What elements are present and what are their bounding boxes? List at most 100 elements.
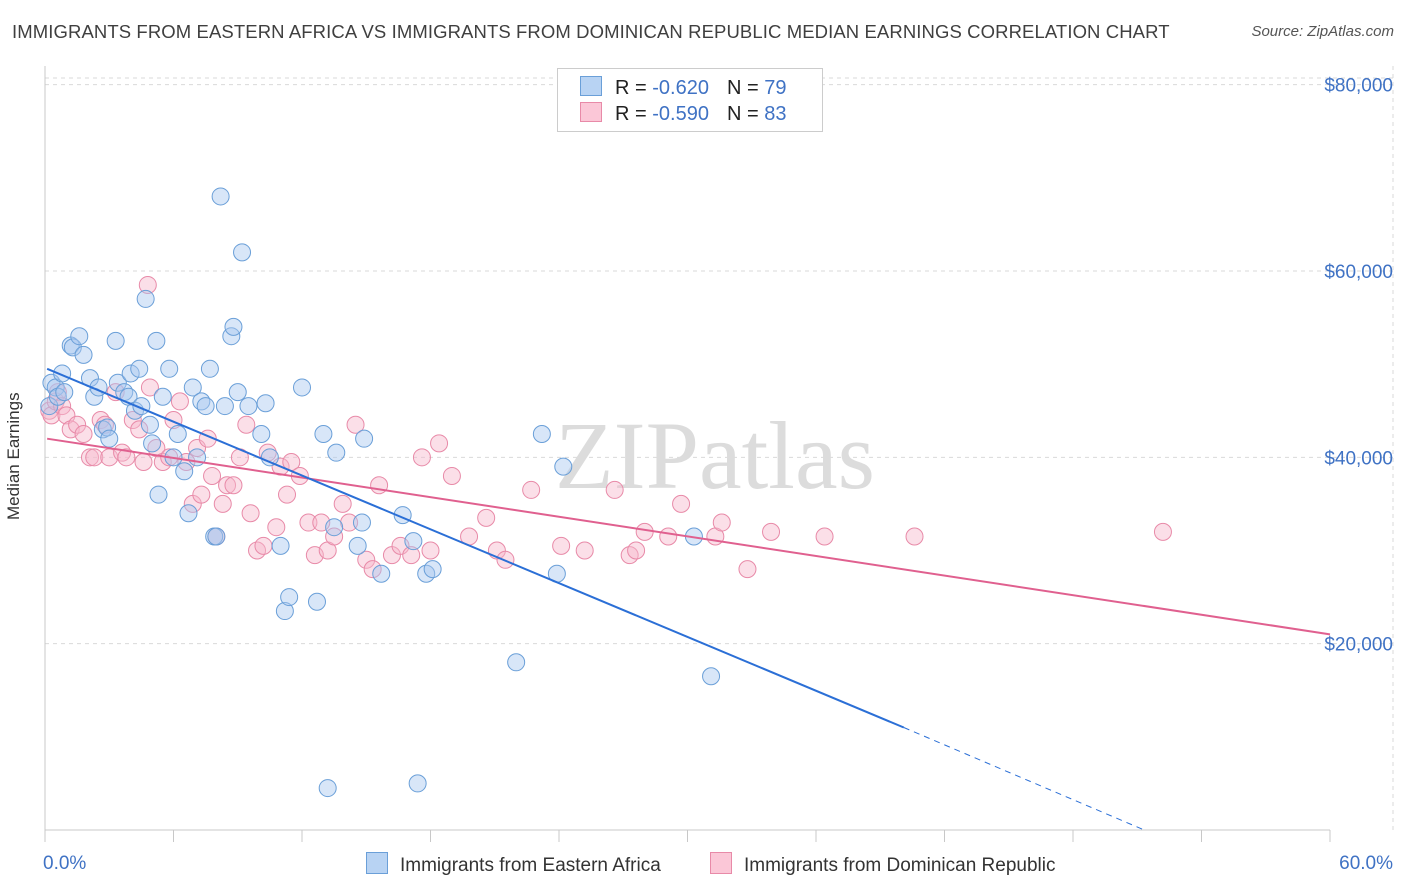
data-point-blue — [233, 243, 252, 262]
data-point-blue — [372, 564, 391, 583]
data-point-pink — [522, 480, 541, 499]
data-point-pink — [357, 550, 376, 569]
data-point-pink — [80, 448, 99, 467]
data-point-blue — [175, 462, 194, 481]
series-legend-label-blue: Immigrants from Eastern Africa — [400, 855, 661, 876]
data-point-pink — [605, 480, 624, 499]
data-point-blue — [408, 774, 427, 793]
data-point-blue — [252, 425, 271, 444]
legend-r-value: -0.590 — [652, 103, 709, 125]
data-point-pink — [224, 476, 243, 495]
data-point-blue — [211, 187, 230, 206]
data-point-pink — [134, 452, 153, 471]
data-point-pink — [712, 513, 731, 532]
data-point-pink — [575, 541, 594, 560]
axes — [44, 66, 1331, 842]
data-point-pink — [477, 508, 496, 527]
data-point-pink — [627, 541, 646, 560]
data-point-blue — [532, 425, 551, 444]
data-point-blue — [200, 359, 219, 378]
trend-line-pink — [46, 437, 1331, 636]
data-point-pink — [325, 527, 344, 546]
pink-series-points — [40, 275, 1172, 579]
legend-swatch-blue — [580, 76, 602, 96]
series-legend-item-pink[interactable]: Immigrants from Dominican Republic — [710, 852, 1056, 877]
data-point-blue — [280, 588, 299, 607]
data-point-blue — [271, 536, 290, 555]
data-point-pink — [620, 546, 639, 565]
y-tick-label: $80,000 — [1324, 76, 1393, 97]
data-point-blue — [314, 425, 333, 444]
data-point-pink — [74, 425, 93, 444]
data-point-pink — [192, 485, 211, 504]
data-point-blue — [74, 345, 93, 364]
y-tick-label: $40,000 — [1324, 448, 1393, 469]
data-point-blue — [239, 397, 258, 416]
data-point-pink — [738, 560, 757, 579]
y-tick-label: $20,000 — [1324, 635, 1393, 656]
data-point-blue — [318, 779, 337, 798]
series-legend-swatch-pink — [710, 852, 732, 874]
data-point-pink — [346, 415, 365, 434]
trend-lines — [46, 367, 1331, 831]
data-point-pink — [85, 448, 104, 467]
data-point-pink — [278, 485, 297, 504]
data-point-pink — [138, 275, 157, 294]
data-point-blue — [275, 602, 294, 621]
data-point-blue — [256, 394, 275, 413]
data-point-blue — [48, 387, 67, 406]
x-tick-label: 60.0% — [1339, 853, 1393, 874]
data-point-pink — [95, 415, 114, 434]
data-point-blue — [293, 378, 311, 397]
legend-n-value: 83 — [764, 103, 787, 125]
data-point-blue — [183, 378, 202, 397]
data-point-blue — [224, 317, 243, 336]
data-point-pink — [905, 527, 924, 546]
watermark-text: ZIPatlas — [555, 402, 875, 509]
data-point-pink — [130, 420, 149, 439]
data-point-blue — [423, 560, 442, 579]
data-point-blue — [207, 527, 226, 546]
data-point-pink — [635, 522, 654, 541]
data-point-pink — [299, 513, 318, 532]
data-point-pink — [333, 494, 352, 513]
data-point-blue — [355, 429, 374, 448]
data-point-blue — [100, 429, 119, 448]
data-point-blue — [147, 331, 166, 350]
data-point-blue — [507, 653, 526, 672]
data-point-blue — [143, 434, 162, 453]
data-point-blue — [260, 448, 279, 467]
correlation-legend: R = -0.620 N = 79 R = -0.590 N = 83 — [557, 68, 823, 132]
data-point-pink — [203, 466, 222, 485]
data-point-pink — [363, 560, 382, 579]
data-point-pink — [402, 546, 421, 565]
data-point-pink — [254, 536, 273, 555]
data-point-pink — [170, 392, 189, 411]
data-point-blue — [108, 373, 127, 392]
y-axis-label: Median Earnings — [4, 392, 23, 520]
series-legend-swatch-blue — [366, 852, 388, 874]
data-point-pink — [421, 541, 440, 560]
data-point-pink — [241, 504, 260, 523]
data-point-pink — [672, 494, 691, 513]
series-legend-item-blue[interactable]: Immigrants from Eastern Africa — [366, 852, 661, 877]
source-label: Source: ZipAtlas.com — [1251, 23, 1394, 40]
data-point-pink — [442, 466, 461, 485]
data-point-pink — [412, 448, 431, 467]
y-tick-label: $60,000 — [1324, 262, 1393, 283]
data-point-blue — [348, 536, 367, 555]
data-point-blue — [327, 443, 346, 462]
data-point-pink — [659, 527, 678, 546]
data-point-blue — [417, 564, 436, 583]
data-point-pink — [117, 448, 136, 467]
chart-title: IMMIGRANTS FROM EASTERN AFRICA VS IMMIGR… — [12, 21, 1170, 42]
data-point-blue — [70, 327, 89, 346]
data-point-blue — [149, 485, 168, 504]
data-point-blue — [106, 331, 125, 350]
data-point-pink — [213, 494, 232, 513]
data-point-blue — [130, 359, 149, 378]
y-tick-labels: $20,000 $40,000 $60,000 $80,000 — [1324, 76, 1393, 656]
data-point-pink — [552, 536, 571, 555]
legend-n-label: N = — [726, 77, 765, 99]
data-point-blue — [307, 592, 326, 611]
